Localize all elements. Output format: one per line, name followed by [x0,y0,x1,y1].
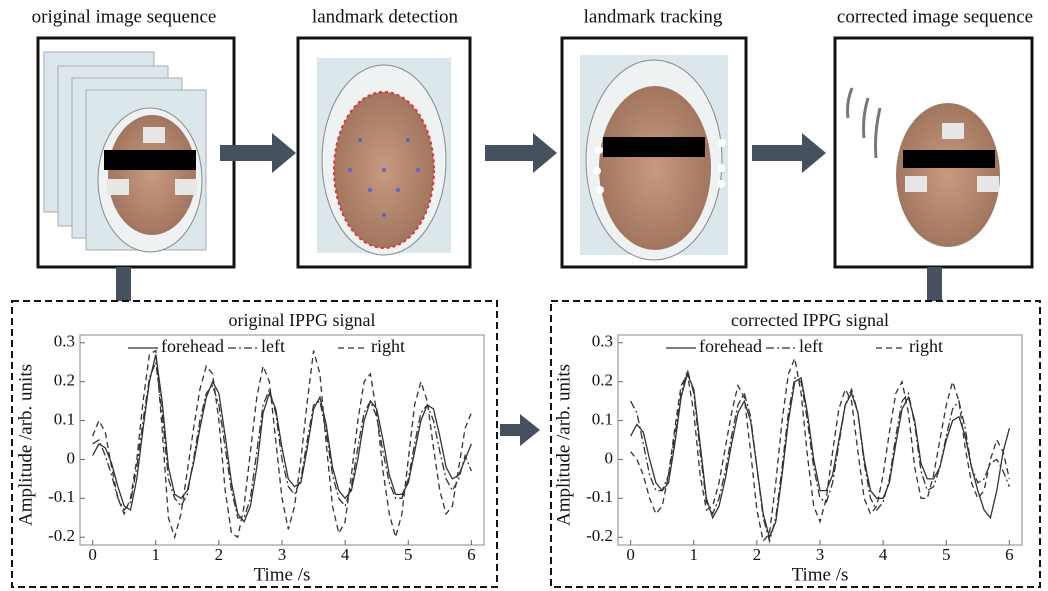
stage-label: landmark detection [312,6,459,27]
chart-title: original IPPG signal [229,310,376,330]
panel [12,301,497,587]
x-tick-label: 4 [879,545,888,564]
y-tick-label: -0.1 [586,487,613,506]
x-tick-label: 6 [467,545,476,564]
y-tick-label: 0 [605,448,614,467]
stage-label: corrected image sequence [837,6,1033,27]
legend-label: right [909,336,943,356]
x-tick-label: 0 [88,545,97,564]
legend-label: left [261,336,285,356]
y-tick-label: 0 [67,448,76,467]
chart-title: corrected IPPG signal [731,310,889,330]
figure: original image sequence landmark detecti… [0,0,1048,591]
legend-label: right [371,336,405,356]
x-tick-label: 5 [942,545,951,564]
series-line [93,354,472,521]
y-tick-label: 0.3 [54,332,75,351]
y-axis-label: Amplitude /arb. units [553,364,574,526]
plot-frame [618,335,1022,545]
x-tick-label: 1 [152,545,161,564]
y-tick-label: -0.2 [586,526,613,545]
stage-label: original image sequence [32,6,217,27]
stage-label: landmark tracking [584,6,723,27]
series-line [631,358,1010,541]
y-tick-label: 0.3 [592,332,613,351]
legend-label: left [799,336,823,356]
image-original [38,38,234,267]
y-tick-label: -0.1 [48,487,75,506]
y-tick-label: 0.1 [54,409,75,428]
x-axis-label: Time /s [792,564,849,585]
x-tick-label: 3 [816,545,825,564]
x-tick-label: 0 [626,545,635,564]
legend-label: forehead [699,336,762,356]
image-detection [298,38,470,267]
x-tick-label: 4 [341,545,350,564]
x-tick-label: 3 [278,545,287,564]
x-tick-label: 2 [753,545,762,564]
y-tick-label: -0.2 [48,526,75,545]
x-axis-label: Time /s [254,564,311,585]
x-tick-label: 5 [404,545,413,564]
y-tick-label: 0.2 [592,371,613,390]
x-tick-label: 6 [1005,545,1014,564]
y-tick-label: 0.1 [592,409,613,428]
series-line [631,370,1010,541]
legend-label: forehead [161,336,224,356]
x-tick-label: 1 [690,545,699,564]
image-tracking [562,38,746,267]
y-tick-label: 0.2 [54,371,75,390]
arrows [116,133,942,446]
y-axis-label: Amplitude /arb. units [15,364,36,526]
x-tick-label: 2 [215,545,224,564]
series-line [631,374,1010,537]
image-corrected [835,38,1032,267]
